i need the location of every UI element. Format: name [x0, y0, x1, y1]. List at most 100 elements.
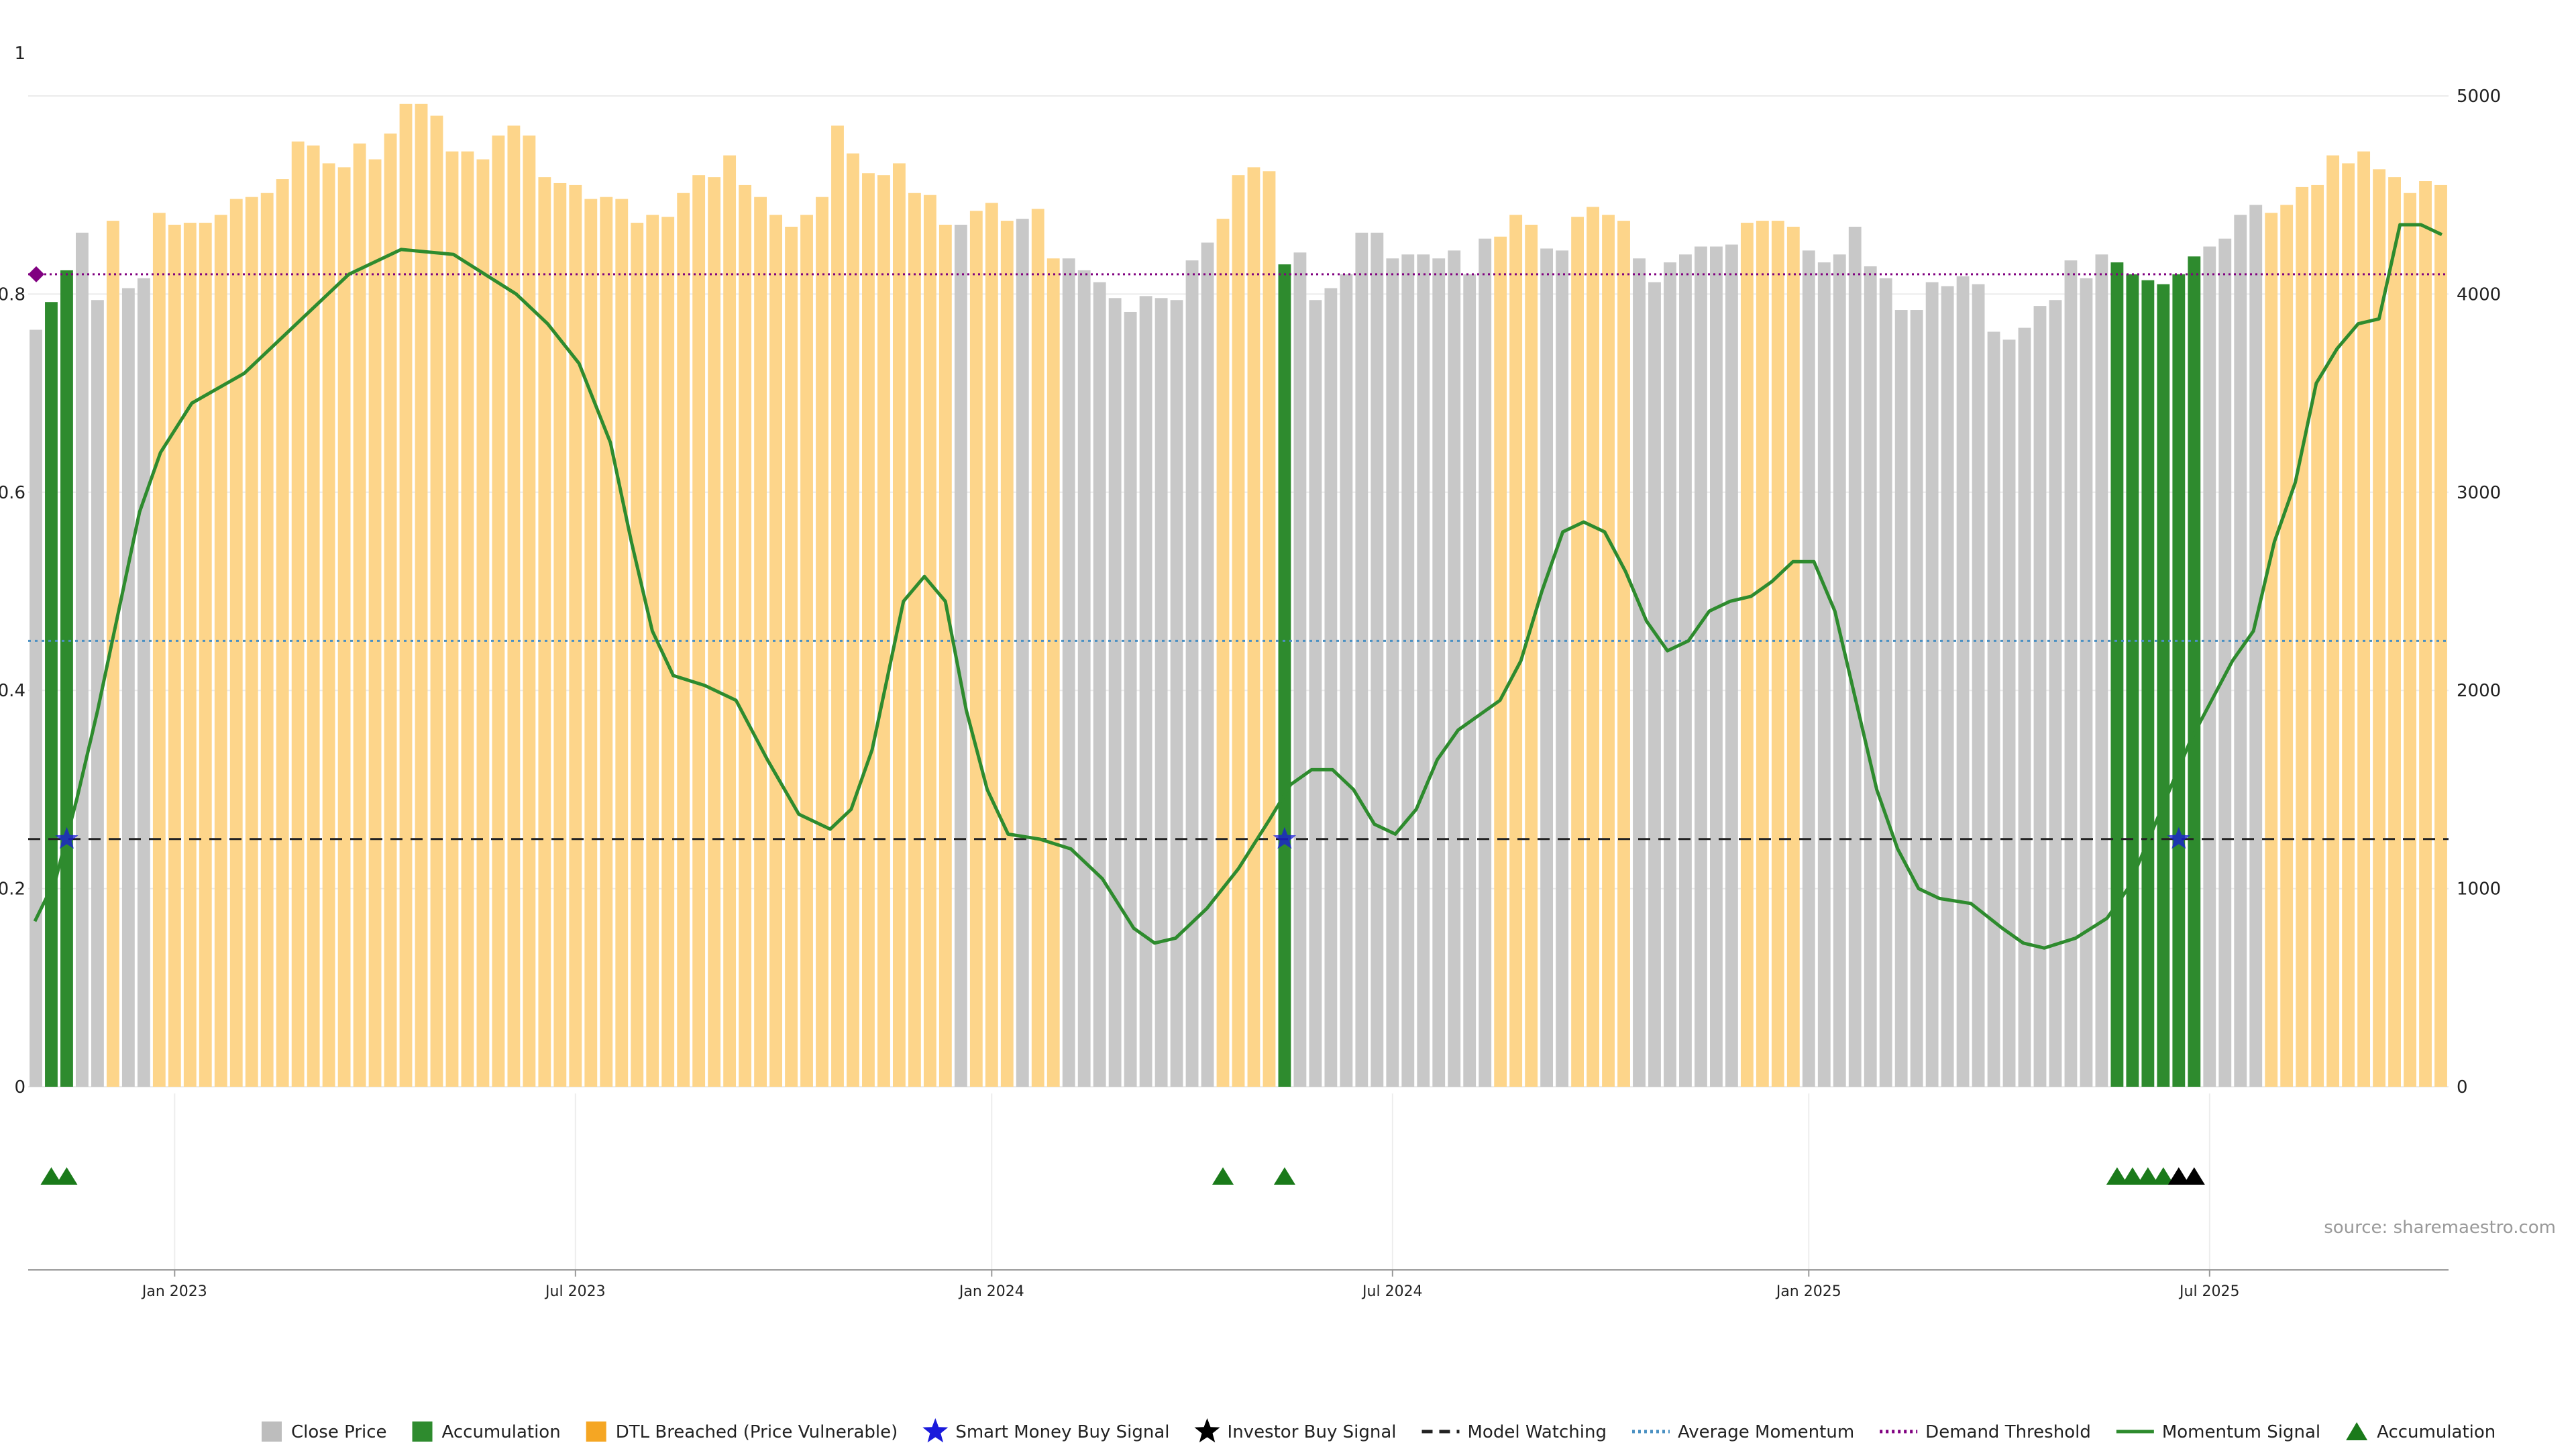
- smart-money-buy-signal-star: [1273, 826, 1297, 849]
- dtl-breached-bar: [769, 215, 782, 1087]
- legend-label: Accumulation: [2377, 1422, 2496, 1442]
- close-price-bar: [1556, 250, 1569, 1087]
- close-price-bar: [1725, 244, 1738, 1087]
- dtl-breached-bar: [2419, 181, 2432, 1087]
- x-axis-tick-label: Jul 2025: [2178, 1283, 2240, 1300]
- close-price-bar: [1956, 276, 1970, 1087]
- bars-layer: [30, 103, 2447, 1087]
- close-price-bar: [1139, 296, 1152, 1087]
- dtl-breached-bar: [985, 203, 998, 1087]
- dtl-breached-bar: [862, 173, 875, 1087]
- dtl-breached-bar: [229, 199, 243, 1087]
- close-price-bar: [1062, 258, 1075, 1087]
- close-price-bar: [2080, 278, 2093, 1087]
- close-price-bar: [1879, 278, 1892, 1087]
- left-axis-tick-label: 0.8: [0, 284, 25, 305]
- close-price-bar: [1679, 254, 1692, 1087]
- close-price-bar: [1941, 286, 1954, 1087]
- close-price-bar: [2249, 205, 2263, 1087]
- dtl-breached-bar: [291, 141, 305, 1087]
- right-axis-tick-label: 1000: [2457, 879, 2501, 900]
- source-label: source: sharemaestro.com: [2324, 1218, 2556, 1238]
- dtl-breached-bar: [1216, 219, 1230, 1087]
- dtl-breached-bar: [2434, 184, 2447, 1087]
- close-price-bar: [1848, 226, 1862, 1087]
- smart-money-star-icon: [922, 1418, 949, 1443]
- dtl-breached-bar: [646, 215, 659, 1087]
- close-price-bar: [1417, 254, 1430, 1087]
- close-price-bar: [1833, 254, 1846, 1087]
- legend-item: Model Watching: [1421, 1422, 1607, 1442]
- dtl-breached-bar: [739, 184, 752, 1087]
- close-price-bar: [1324, 288, 1338, 1087]
- investor-star-icon: [1194, 1418, 1220, 1443]
- close-price-bar: [1340, 274, 1353, 1087]
- accumulation-triangle-marker: [2121, 1167, 2143, 1185]
- dtl-breached-bar: [461, 151, 474, 1087]
- dtl-breached-bar: [2388, 177, 2401, 1087]
- dtl-breached-bar: [260, 193, 274, 1087]
- dtl-breached-bar: [1571, 217, 1585, 1087]
- legend-label: Demand Threshold: [1925, 1422, 2091, 1442]
- dtl-breached-bar: [1602, 215, 1615, 1087]
- legend-label: Average Momentum: [1678, 1422, 1854, 1442]
- close-price-bar: [1802, 250, 1815, 1087]
- close-price-bar: [1448, 250, 1461, 1087]
- close-price-bar: [1910, 310, 1923, 1087]
- dtl-breached-bar: [553, 182, 567, 1087]
- dtl-breached-bar: [430, 115, 443, 1087]
- legend-item: Accumulation: [2346, 1422, 2496, 1442]
- dtl-breached-bar: [785, 226, 798, 1087]
- close-price-bar: [1309, 300, 1322, 1087]
- accumulation-bar: [45, 302, 58, 1087]
- dtl-breached-bar: [2311, 184, 2324, 1087]
- dtl-breached-bar: [1740, 223, 1754, 1087]
- markers-layer: [40, 826, 2205, 1185]
- legend-item: Close Price: [262, 1421, 387, 1442]
- accumulation-triangle-marker: [2106, 1167, 2128, 1185]
- dtl-breached-bar: [938, 225, 952, 1087]
- close-price-bar: [1401, 254, 1415, 1087]
- close-price-bar: [2018, 327, 2031, 1087]
- close-price-bar: [1540, 248, 1554, 1087]
- legend-swatch: [262, 1421, 282, 1442]
- legend-label: Accumulation: [442, 1422, 561, 1442]
- close-price-bar: [2218, 238, 2232, 1087]
- close-price-bar: [1077, 270, 1091, 1087]
- accumulation-triangle-marker: [56, 1167, 78, 1185]
- dtl-breached-bar: [692, 175, 706, 1087]
- close-price-bar: [1371, 232, 1384, 1087]
- accumulation-bar: [2172, 274, 2186, 1087]
- close-price-bar: [1124, 311, 1137, 1087]
- dtl-breached-bar: [1756, 221, 1769, 1087]
- dtl-breached-bar: [415, 103, 428, 1087]
- accumulation-bar: [2157, 284, 2170, 1087]
- smart-money-buy-signal-star: [55, 826, 78, 849]
- dtl-breached-bar: [384, 133, 397, 1087]
- accumulation-triangle-marker: [1273, 1167, 1295, 1185]
- accumulation-bar: [2110, 262, 2124, 1087]
- close-price-bar: [2033, 306, 2047, 1087]
- close-price-bar: [121, 288, 135, 1087]
- dtl-breached-bar: [399, 103, 413, 1087]
- accumulation-triangle-marker: [2137, 1167, 2159, 1185]
- close-price-bar: [1925, 282, 1939, 1087]
- right-axis-tick-label: 5000: [2457, 87, 2501, 107]
- dtl-breached-bar: [2326, 155, 2340, 1087]
- dtl-breached-bar: [847, 153, 859, 1087]
- legend-label: Model Watching: [1468, 1422, 1607, 1442]
- close-price-bar: [1386, 258, 1399, 1087]
- legend-item: Demand Threshold: [1880, 1422, 2091, 1442]
- close-price-bar: [2002, 339, 2016, 1087]
- legend-item: Accumulation: [412, 1421, 561, 1442]
- dtl-breached-bar: [507, 125, 521, 1087]
- dtl-breached-bar: [2280, 205, 2294, 1087]
- close-price-bar: [1016, 219, 1029, 1087]
- dtl-breached-bar: [1247, 167, 1260, 1087]
- dtl-breached-bar: [800, 215, 813, 1087]
- accumulation-triangle-marker: [2152, 1167, 2174, 1185]
- accumulation-bar: [2188, 256, 2201, 1087]
- close-price-bar: [1664, 262, 1676, 1087]
- dtl-breached-bar: [1046, 258, 1060, 1087]
